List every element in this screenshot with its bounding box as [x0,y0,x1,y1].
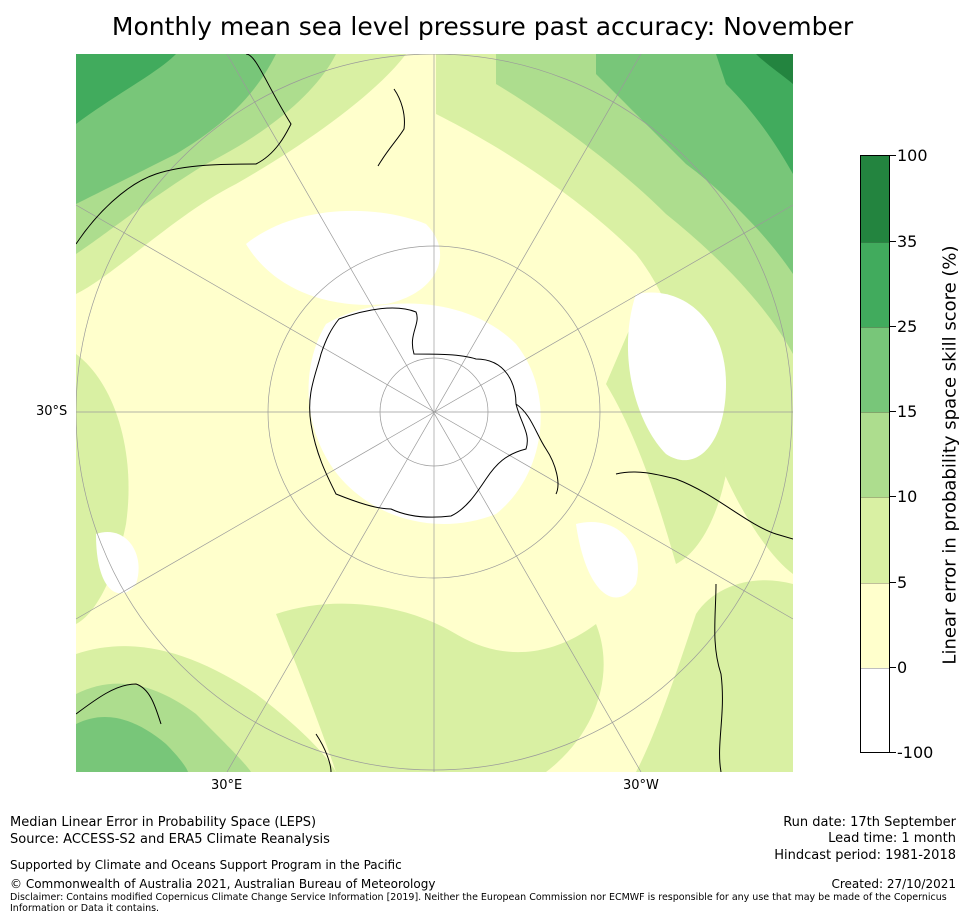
skill-region-white-sw [96,532,139,594]
colorbar-label-25: 25 [897,317,918,336]
graticule [76,54,793,772]
lon-label-30e: 30°E [211,778,243,793]
skill-region-northwest-top [76,54,176,124]
skill-region-white-east [627,292,726,461]
coastline-new-zealand [377,88,405,167]
colorbar-tick [890,667,896,668]
footer-hindcast: Hindcast period: 1981-2018 [774,848,956,863]
colorbar-label-100: 100 [897,146,928,165]
skill-region-south [276,603,604,772]
coastline-antarctic-peninsula [515,403,559,495]
colorbar-label-neg100: -100 [897,743,934,762]
skill-region-northeast-top [716,54,793,174]
colorbar-tick [890,582,896,583]
colorbar-segment-0-5 [861,583,889,668]
coastline-southern-africa [76,683,162,725]
footer-source: Source: ACCESS-S2 and ERA5 Climate Reana… [10,832,330,847]
coastlines [76,54,793,772]
coastline-south-america [615,471,793,540]
footer-disclaimer: Disclaimer: Contains modified Copernicus… [10,892,947,914]
colorbar-segment-10-15 [861,412,889,497]
coastline-australia [76,54,292,245]
colorbar-segment-neg100-0 [861,668,889,752]
colorbar-label-15: 15 [897,402,918,421]
footer-run-date: Run date: 17th September [783,815,956,830]
skill-region-northwest-high [76,54,276,204]
colorbar-label-10: 10 [897,487,918,506]
lon-label-30w: 30°W [623,778,659,793]
colorbar-tick [890,752,896,753]
colorbar-tick [890,411,896,412]
colorbar [860,155,890,753]
colorbar-segment-35-100 [861,156,889,242]
coastline-south-america-west [714,583,723,772]
skill-region-southeast [636,580,793,772]
skill-region-northeast-high [596,54,793,274]
lat-label-30s: 30°S [36,404,68,419]
footer-copyright: © Commonwealth of Australia 2021, Austra… [10,877,436,891]
colorbar-label-5: 5 [897,573,908,592]
colorbar-tick [890,496,896,497]
colorbar-title: Linear error in probability space skill … [939,245,961,665]
skill-region-northeast-max [756,54,793,84]
colorbar-label-0: 0 [897,658,908,677]
skill-region-white-north [246,210,441,305]
footer-method: Median Linear Error in Probability Space… [10,815,317,830]
colorbar-tick [890,241,896,242]
footer-created: Created: 27/10/2021 [831,877,956,891]
colorbar-segment-25-35 [861,242,889,327]
coastline-africa-east [315,733,332,772]
colorbar-tick [890,155,896,156]
footer-lead-time: Lead time: 1 month [828,831,956,846]
colorbar-segment-5-10 [861,497,889,583]
coastline-antarctica [309,307,528,518]
polar-map [76,54,793,772]
colorbar-label-35: 35 [897,232,918,251]
colorbar-segment-15-25 [861,327,889,412]
map-title: Monthly mean sea level pressure past acc… [111,12,854,41]
skill-region-white-antarctica [308,303,541,524]
skill-region-southwest-high [76,716,188,772]
footer-support: Supported by Climate and Oceans Support … [10,858,402,872]
skill-region-white-se [576,522,638,598]
colorbar-tick [890,326,896,327]
